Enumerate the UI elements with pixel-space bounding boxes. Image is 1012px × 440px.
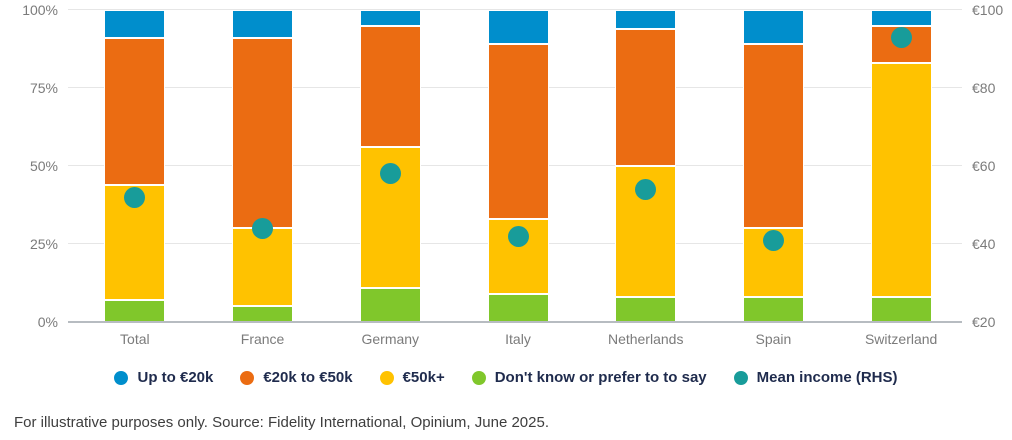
legend-label: Mean income (RHS) bbox=[756, 369, 898, 386]
legend-label: Don't know or prefer to to say bbox=[494, 369, 707, 386]
right-axis-tick-label: €100 bbox=[972, 2, 1004, 18]
bar-segment[interactable] bbox=[742, 297, 804, 322]
legend-label: €20k to €50k bbox=[263, 369, 353, 386]
legend-label: €50k+ bbox=[402, 369, 445, 386]
bar-segment[interactable] bbox=[104, 10, 166, 39]
bar-segment[interactable] bbox=[104, 300, 166, 322]
right-axis-tick-label: €80 bbox=[972, 80, 996, 96]
source-note: For illustrative purposes only. Source: … bbox=[14, 414, 549, 431]
left-axis-tick-label: 25% bbox=[29, 236, 58, 252]
legend-swatch-icon bbox=[240, 370, 255, 385]
plot-area bbox=[68, 9, 962, 323]
gridline bbox=[68, 9, 962, 10]
bar-segment[interactable] bbox=[615, 10, 677, 29]
x-axis-line bbox=[68, 321, 962, 323]
legend-item[interactable]: Don't know or prefer to to say bbox=[471, 369, 707, 386]
right-axis-tick-label: €20 bbox=[972, 314, 996, 330]
bar-segment[interactable] bbox=[359, 25, 421, 148]
bar-segment[interactable] bbox=[742, 228, 804, 298]
legend-swatch-icon bbox=[471, 370, 486, 385]
bar-segment[interactable] bbox=[232, 10, 294, 39]
mean-income-dot[interactable] bbox=[124, 186, 146, 208]
right-axis-tick-label: €60 bbox=[972, 158, 996, 174]
bar-segment[interactable] bbox=[615, 28, 677, 166]
legend-swatch-icon bbox=[114, 370, 129, 385]
bar-segment[interactable] bbox=[487, 44, 549, 220]
mean-income-dot[interactable] bbox=[379, 163, 401, 185]
category-label: Germany bbox=[361, 331, 420, 347]
mean-income-dot[interactable] bbox=[507, 225, 529, 247]
bar-segment[interactable] bbox=[359, 287, 421, 322]
bar-segment[interactable] bbox=[104, 38, 166, 185]
category-label: France bbox=[240, 331, 285, 347]
category-label: Switzerland bbox=[864, 331, 938, 347]
bar-segment[interactable] bbox=[870, 297, 932, 322]
left-axis-tick-label: 75% bbox=[29, 80, 58, 96]
legend-swatch-icon bbox=[379, 370, 394, 385]
bar-segment[interactable] bbox=[232, 306, 294, 322]
mean-income-dot[interactable] bbox=[890, 26, 912, 48]
category-label: Italy bbox=[505, 331, 531, 347]
left-axis-tick-label: 50% bbox=[29, 158, 58, 174]
bar-segment[interactable] bbox=[870, 63, 932, 298]
legend: Up to €20k €20k to €50k €50k+ Don't know or… bbox=[0, 369, 1012, 386]
mean-income-dot[interactable] bbox=[252, 217, 274, 239]
mean-income-dot[interactable] bbox=[762, 229, 784, 251]
bar-segment[interactable] bbox=[232, 38, 294, 229]
category-label: Netherlands bbox=[607, 331, 684, 347]
left-axis-tick-label: 0% bbox=[37, 314, 58, 330]
legend-item[interactable]: €20k to €50k bbox=[240, 369, 353, 386]
legend-item[interactable]: Mean income (RHS) bbox=[733, 369, 898, 386]
bar-segment[interactable] bbox=[870, 10, 932, 26]
bar-segment[interactable] bbox=[742, 44, 804, 229]
right-axis-tick-label: €40 bbox=[972, 236, 996, 252]
bar-segment[interactable] bbox=[487, 293, 549, 322]
category-label: Total bbox=[120, 331, 150, 347]
bar-segment[interactable] bbox=[487, 10, 549, 45]
legend-label: Up to €20k bbox=[137, 369, 214, 386]
bar-segment[interactable] bbox=[615, 297, 677, 322]
mean-income-dot[interactable] bbox=[635, 178, 657, 200]
left-axis-tick-label: 100% bbox=[22, 2, 58, 18]
legend-swatch-icon bbox=[733, 370, 748, 385]
bar-segment[interactable] bbox=[359, 10, 421, 26]
legend-item[interactable]: Up to €20k bbox=[114, 369, 213, 386]
bar-segment[interactable] bbox=[232, 228, 294, 307]
legend-item[interactable]: €50k+ bbox=[379, 369, 445, 386]
bar-segment[interactable] bbox=[742, 10, 804, 45]
category-label: Spain bbox=[755, 331, 792, 347]
